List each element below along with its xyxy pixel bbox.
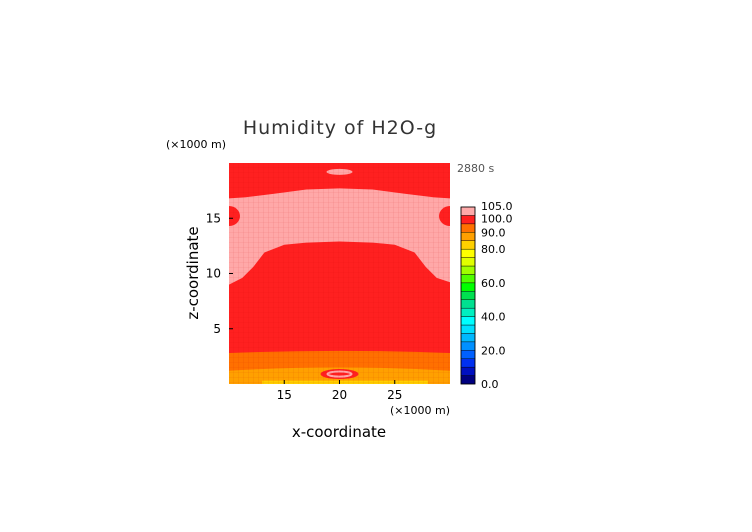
colorbar-level-9	[460, 299, 476, 309]
colorbar-level-6	[460, 324, 476, 334]
colorbar-level-8	[460, 307, 476, 317]
colorbar-level-17	[460, 232, 476, 241]
x-tick-label-2: 25	[387, 388, 402, 402]
colorbar-label-4: 60.0	[481, 277, 506, 290]
colorbar-level-10	[460, 291, 476, 300]
colorbar-label-7: 0.0	[481, 378, 499, 391]
x-unit-label: (×1000 m)	[390, 404, 450, 417]
y-axis-label: z-coordinate	[184, 226, 202, 319]
colorbar-label-3: 80.0	[481, 243, 506, 256]
colorbar-label-2: 90.0	[481, 226, 506, 239]
y-tick-label-1: 10	[206, 267, 221, 281]
grid-overlay	[229, 163, 450, 384]
y-tick-label-2: 15	[206, 211, 221, 225]
y-unit-label: (×1000 m)	[166, 138, 226, 151]
colorbar-level-13	[460, 265, 476, 275]
chart-title: Humidity of H2O-g	[243, 117, 437, 139]
colorbar-label-1: 100.0	[481, 212, 513, 225]
x-axis-ticks: 15 20 25	[277, 380, 402, 402]
y-tick-label-0: 5	[213, 322, 221, 336]
colorbar-level-7	[460, 316, 476, 326]
x-axis-label: x-coordinate	[292, 423, 386, 441]
colorbar-level-20	[460, 206, 476, 216]
colorbar-level-1	[460, 366, 476, 376]
colorbar-level-19	[460, 215, 476, 225]
colorbar-level-15	[460, 248, 476, 258]
colorbar-level-3	[460, 350, 476, 359]
colorbar-level-18	[460, 223, 476, 233]
time-label: 2880 s	[457, 162, 494, 175]
colorbar-level-12	[460, 274, 476, 284]
x-tick-label-0: 15	[277, 388, 292, 402]
colorbar-label-6: 20.0	[481, 344, 506, 357]
colorbar-frame	[460, 206, 476, 385]
colorbar-level-16	[460, 240, 476, 250]
colorbar-level-4	[460, 341, 476, 351]
colorbar-level-11	[460, 282, 476, 292]
y-axis-ticks: 5 10 15	[206, 211, 233, 336]
colorbar-level-14	[460, 257, 476, 267]
x-tick-label-1: 20	[332, 388, 347, 402]
colorbar-level-5	[460, 333, 476, 343]
colorbar-level-2	[460, 358, 476, 368]
colorbar	[460, 206, 476, 385]
colorbar-label-0: 105.0	[481, 200, 513, 213]
colorbar-level-0	[460, 375, 476, 385]
colorbar-label-5: 40.0	[481, 311, 506, 324]
